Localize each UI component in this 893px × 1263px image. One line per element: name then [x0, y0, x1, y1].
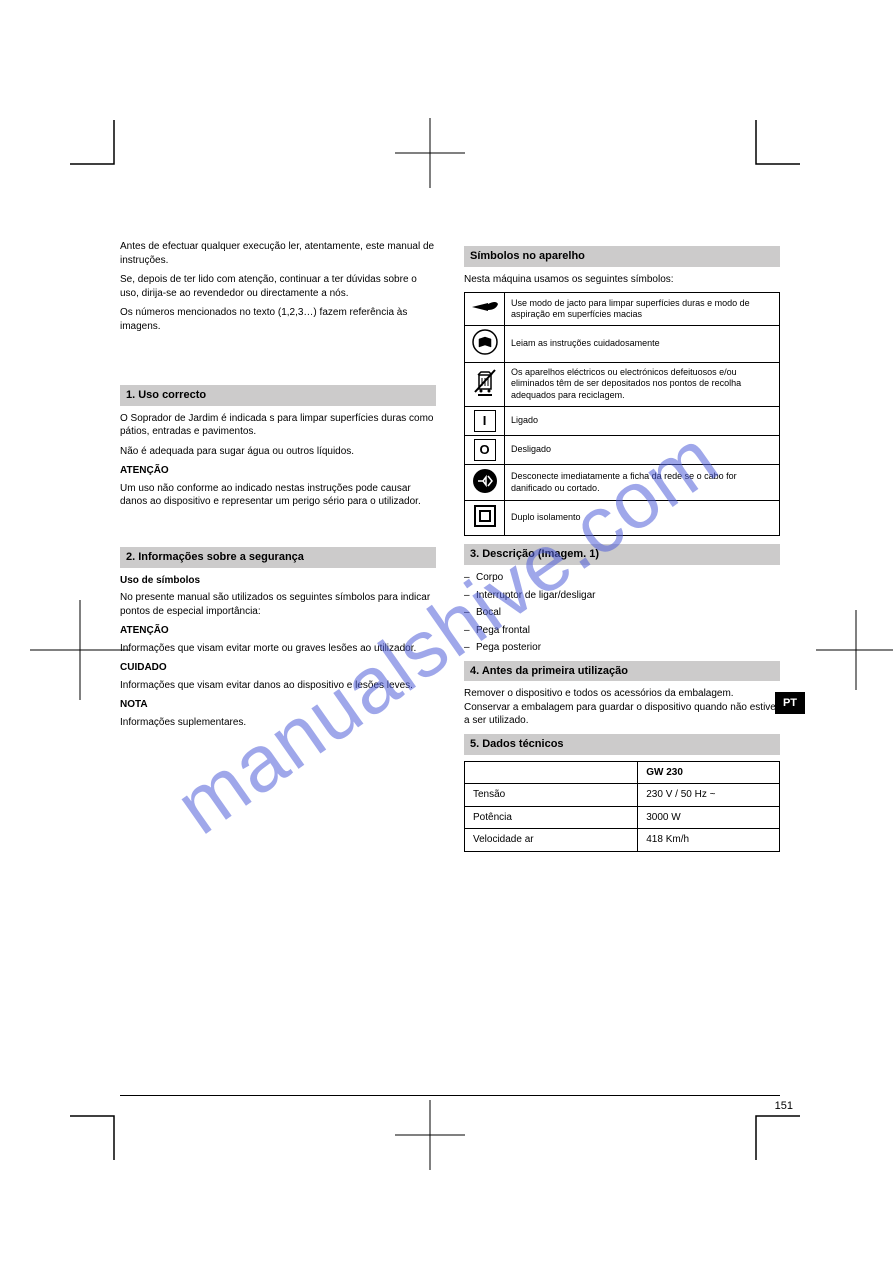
crop-mark-tl [70, 120, 130, 180]
weee-icon [465, 362, 505, 406]
section-3-title: 3. Descrição (Imagem. 1) [464, 544, 780, 565]
intro-p1: Antes de efectuar qualquer execução ler,… [120, 240, 436, 267]
read-manual-icon [465, 326, 505, 363]
section-4-title: 4. Antes da primeira utilização [464, 661, 780, 682]
double-insulation-icon [465, 501, 505, 536]
list-item: Pega frontal [464, 624, 780, 638]
spec-value: 3000 W [638, 806, 780, 829]
crop-mark-ml [30, 600, 130, 700]
section-3-list: Corpo Interruptor de ligar/desligar Boca… [464, 571, 780, 655]
blower-icon [465, 293, 505, 326]
symbol-row: Leiam as instruções cuidadosamente [465, 326, 780, 363]
crop-mark-tr [740, 120, 800, 180]
section-2-p1: No presente manual são utilizados os seg… [120, 591, 436, 618]
crop-mark-bl [70, 1100, 130, 1160]
symbol-row: Use modo de jacto para limpar superfície… [465, 293, 780, 326]
section-2-h4: NOTA [120, 698, 436, 712]
section-1-warn: Um uso não conforme ao indicado nestas i… [120, 482, 436, 509]
symbols-intro: Nesta máquina usamos os seguintes símbol… [464, 273, 780, 287]
language-tab: PT [775, 692, 805, 714]
spec-row-header: GW 230 [465, 761, 780, 784]
symbol-desc: Desconecte imediatamente a ficha da rede… [505, 464, 780, 501]
spec-value: 230 V / 50 Hz ~ [638, 784, 780, 807]
crop-mark-tc [395, 118, 465, 188]
page-content: Antes de efectuar qualquer execução ler,… [120, 240, 780, 852]
section-1-warn-h: ATENÇÃO [120, 464, 436, 478]
symbol-row: O Desligado [465, 435, 780, 464]
section-1-p1: O Soprador de Jardim é indicada s para l… [120, 412, 436, 439]
list-item: Bocal [464, 606, 780, 620]
crop-mark-bc [395, 1100, 465, 1170]
section-2-h3: CUIDADO [120, 661, 436, 675]
symbol-desc: Use modo de jacto para limpar superfície… [505, 293, 780, 326]
list-item: Corpo [464, 571, 780, 585]
on-icon: I [465, 406, 505, 435]
spec-label: Velocidade ar [465, 829, 638, 852]
section-2-h2: ATENÇÃO [120, 624, 436, 638]
spec-table: GW 230 Tensão 230 V / 50 Hz ~ Potência 3… [464, 761, 780, 852]
section-2-title: 2. Informações sobre a segurança [120, 547, 436, 568]
off-icon: O [465, 435, 505, 464]
spec-empty [465, 761, 638, 784]
symbol-row: Duplo isolamento [465, 501, 780, 536]
section-2-p4: Informações suplementares. [120, 716, 436, 730]
section-2-h1: Uso de símbolos [120, 574, 436, 588]
spec-row: Velocidade ar 418 Km/h [465, 829, 780, 852]
spec-value: 418 Km/h [638, 829, 780, 852]
symbol-desc: Os aparelhos eléctricos ou electrónicos … [505, 362, 780, 406]
section-2-p3: Informações que visam evitar danos ao di… [120, 679, 436, 693]
crop-mark-mr [816, 610, 893, 690]
page-number: 151 [775, 1100, 793, 1112]
symbol-row: I Ligado [465, 406, 780, 435]
spec-row: Tensão 230 V / 50 Hz ~ [465, 784, 780, 807]
spec-row: Potência 3000 W [465, 806, 780, 829]
left-column: Antes de efectuar qualquer execução ler,… [120, 240, 436, 852]
list-item: Interruptor de ligar/desligar [464, 589, 780, 603]
section-2-p2: Informações que visam evitar morte ou gr… [120, 642, 436, 656]
unplug-icon [465, 464, 505, 501]
symbol-row: Os aparelhos eléctricos ou electrónicos … [465, 362, 780, 406]
section-1-title: 1. Uso correcto [120, 385, 436, 406]
symbols-title: Símbolos no aparelho [464, 246, 780, 267]
list-item: Pega posterior [464, 641, 780, 655]
footer-rule [120, 1095, 780, 1096]
symbol-desc: Duplo isolamento [505, 501, 780, 536]
right-column: Símbolos no aparelho Nesta máquina usamo… [464, 240, 780, 852]
symbol-row: Desconecte imediatamente a ficha da rede… [465, 464, 780, 501]
intro-p3: Os números mencionados no texto (1,2,3…)… [120, 306, 436, 333]
section-5-title: 5. Dados técnicos [464, 734, 780, 755]
spec-label: Tensão [465, 784, 638, 807]
section-4-p1: Remover o dispositivo e todos os acessór… [464, 687, 780, 728]
section-1-p2: Não é adequada para sugar água ou outros… [120, 445, 436, 459]
spec-model: GW 230 [638, 761, 780, 784]
symbol-desc: Ligado [505, 406, 780, 435]
symbol-table: Use modo de jacto para limpar superfície… [464, 292, 780, 536]
symbol-desc: Desligado [505, 435, 780, 464]
symbol-desc: Leiam as instruções cuidadosamente [505, 326, 780, 363]
spec-label: Potência [465, 806, 638, 829]
intro-p2: Se, depois de ter lido com atenção, cont… [120, 273, 436, 300]
